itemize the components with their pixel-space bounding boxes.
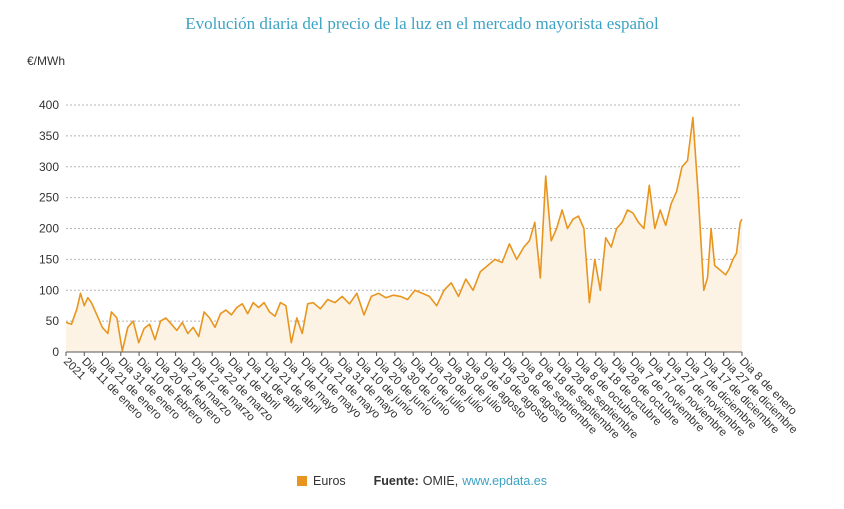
y-tick-label: 0: [52, 345, 59, 359]
price-series-line: [65, 116, 743, 352]
source-label: Fuente:: [373, 474, 419, 488]
y-tick-labels: 0 50 100 150 200 250 300 350 400: [39, 98, 59, 359]
y-tick-label: 150: [39, 252, 59, 266]
y-tick-label: 300: [39, 160, 59, 174]
y-tick-label: 350: [39, 129, 59, 143]
price-area-fill: [66, 117, 742, 353]
chart-title: Evolución diaria del precio de la luz en…: [185, 14, 659, 33]
y-tick-label: 400: [39, 98, 59, 112]
y-tick-label: 250: [39, 191, 59, 205]
y-tick-label: 100: [39, 283, 59, 297]
chart-legend: Euros Fuente: OMIE, www.epdata.es: [0, 474, 844, 488]
y-axis-unit-label: €/MWh: [27, 54, 66, 68]
legend-swatch: [297, 476, 307, 486]
source-link[interactable]: www.epdata.es: [462, 474, 547, 488]
source-name: OMIE,: [422, 474, 459, 488]
y-tick-label: 200: [39, 222, 59, 236]
y-tick-label: 50: [46, 314, 60, 328]
legend-item-euros[interactable]: Euros: [297, 474, 346, 488]
legend-label: Euros: [313, 474, 346, 488]
